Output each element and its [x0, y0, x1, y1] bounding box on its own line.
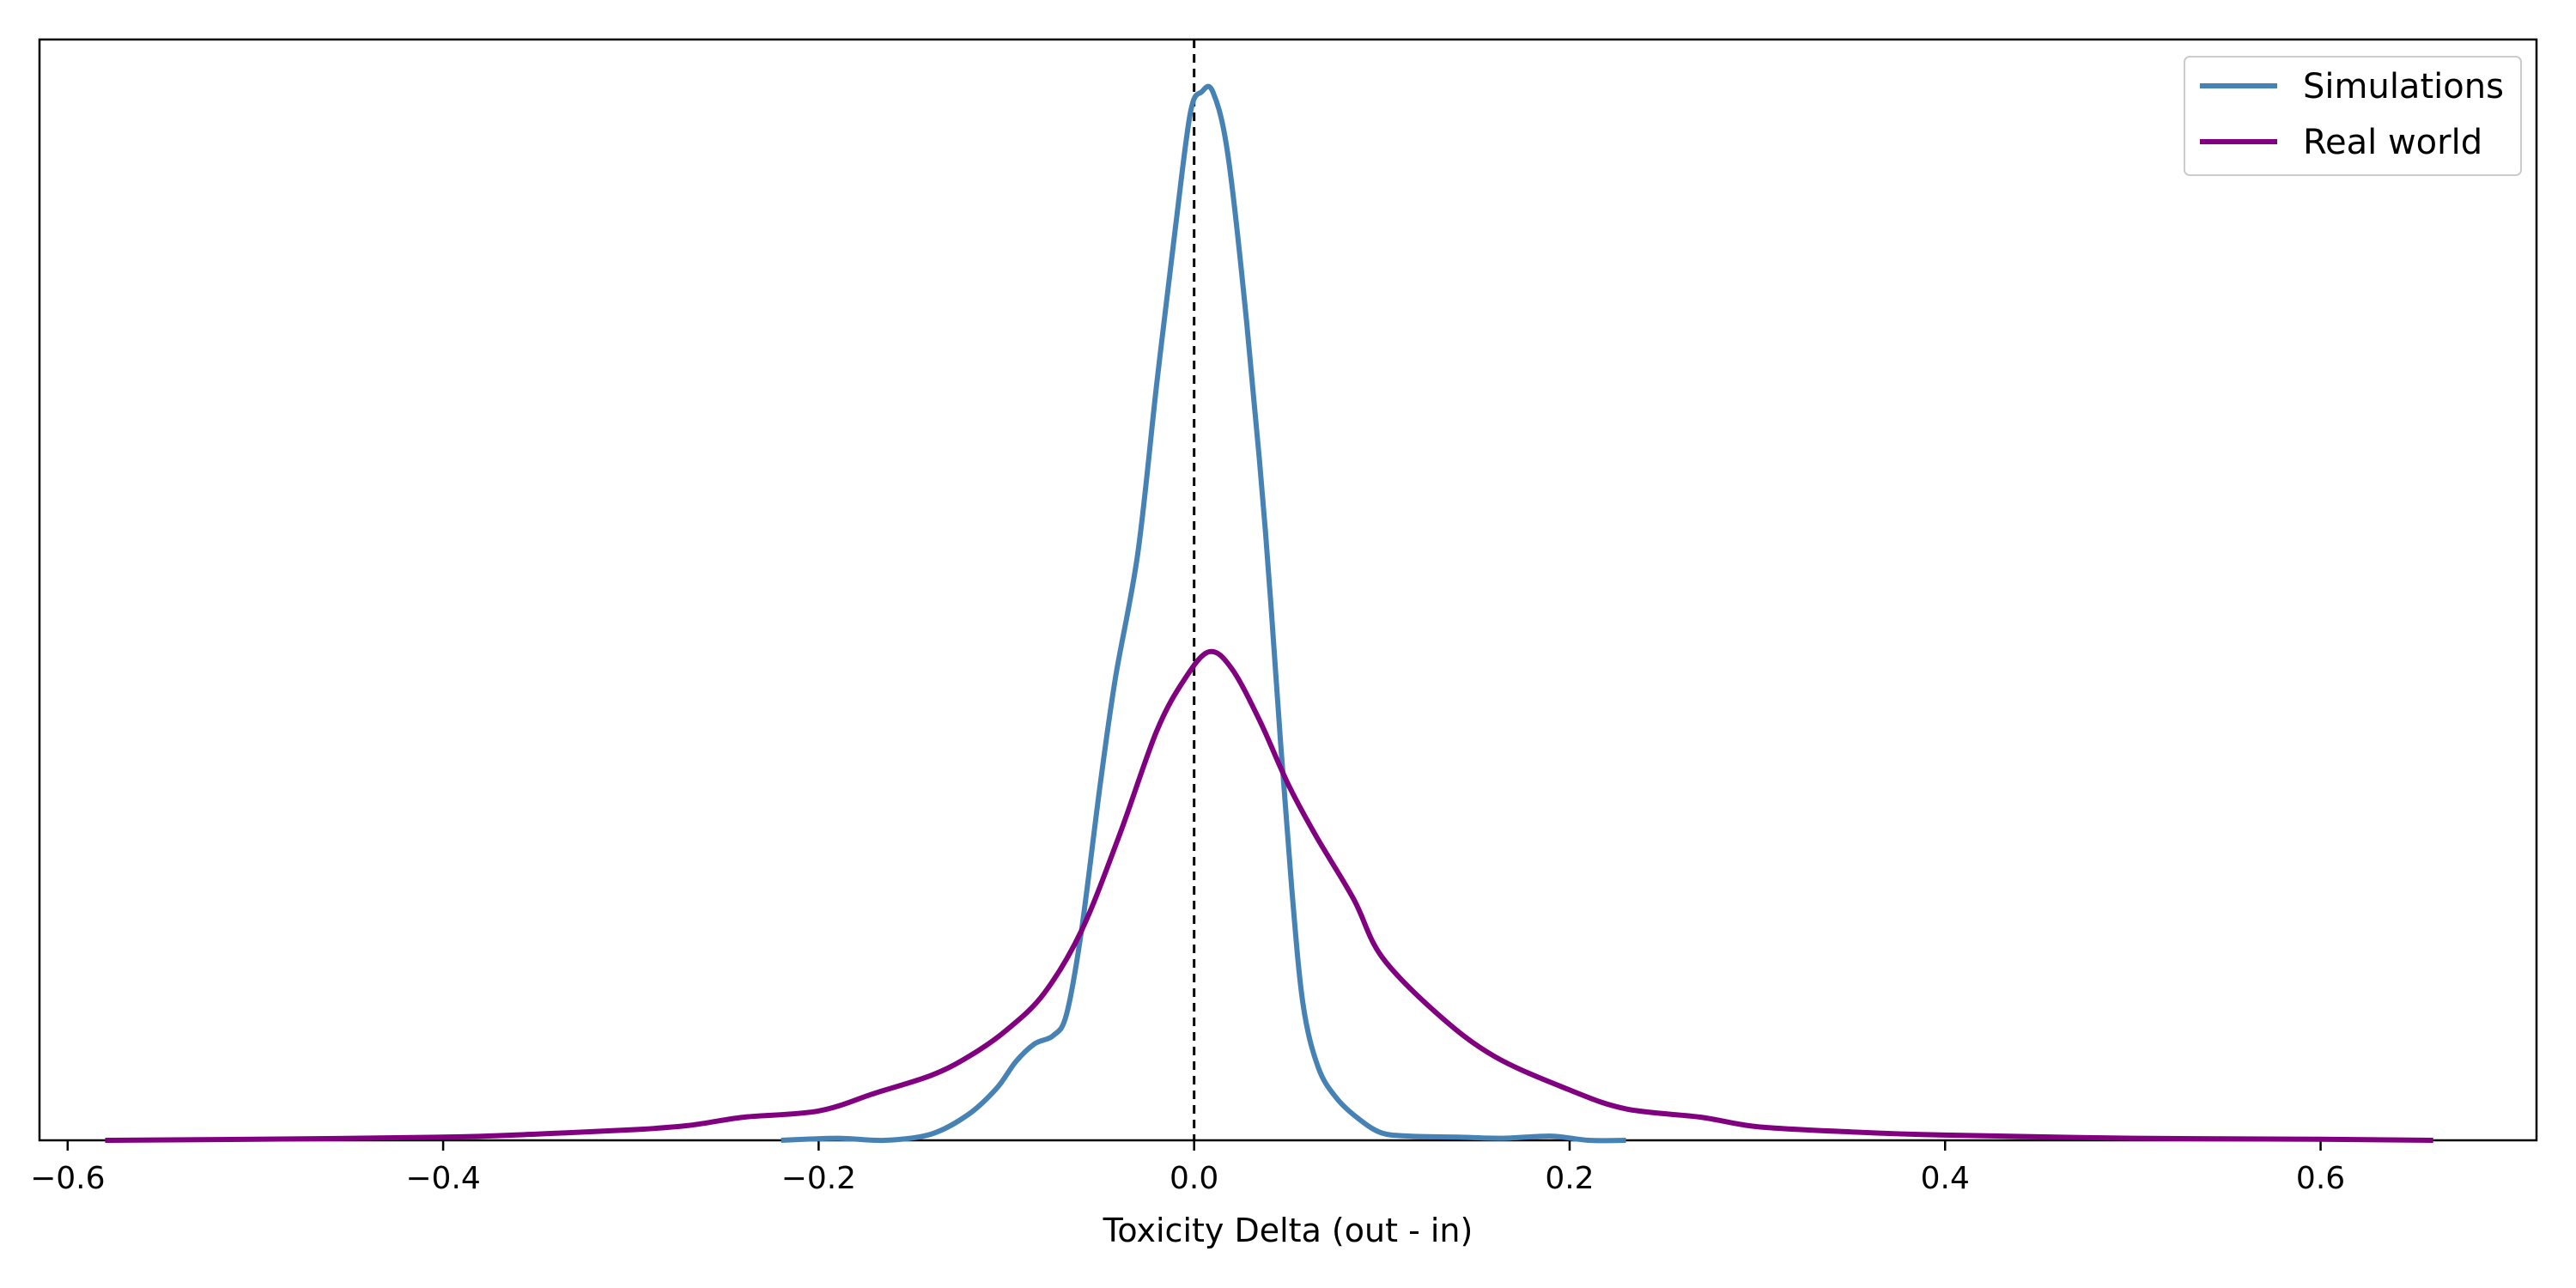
legend-label-simulations: Simulations	[2303, 67, 2504, 106]
legend-label-real-world: Real world	[2303, 123, 2482, 162]
series-lines	[105, 83, 2433, 1144]
x-axis-label: Toxicity Delta (out - in)	[1103, 1212, 1473, 1249]
x-tick-label: −0.6	[30, 1161, 105, 1196]
x-tick-label: 0.0	[1170, 1161, 1218, 1196]
plot-area-frame	[38, 38, 2538, 1142]
series-line-simulations	[781, 83, 1626, 1144]
x-tick-label: 0.6	[2296, 1161, 2345, 1196]
x-tick-label: −0.2	[781, 1161, 856, 1196]
x-tick-label: 0.4	[1921, 1161, 1970, 1196]
legend: Simulations Real world	[2184, 56, 2522, 176]
series-line-real-world	[105, 648, 2433, 1143]
x-tick-label: 0.2	[1545, 1161, 1594, 1196]
x-axis-ticks: −0.6 −0.4 −0.2 0.0 0.2 0.4 0.6	[30, 1140, 2345, 1196]
x-tick-label: −0.4	[405, 1161, 480, 1196]
